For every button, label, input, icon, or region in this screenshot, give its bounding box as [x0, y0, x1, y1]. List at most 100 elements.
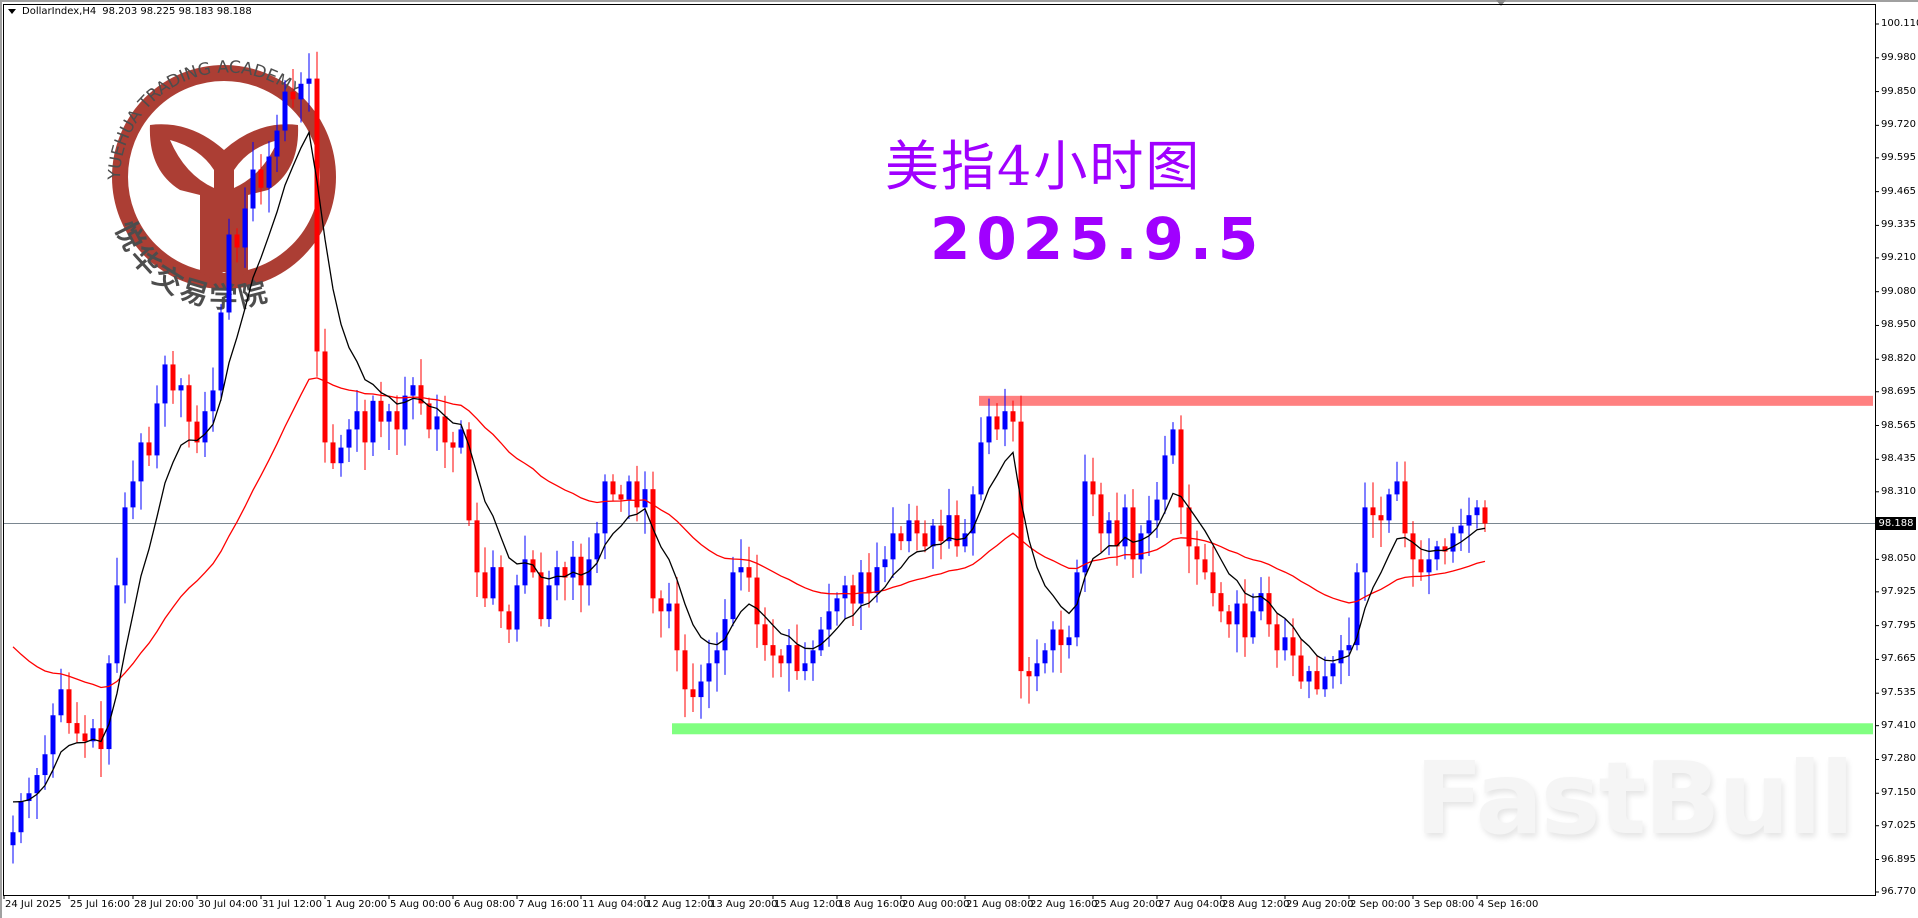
- candle-body: [1370, 507, 1376, 516]
- candle: [1266, 576, 1272, 637]
- candle-body: [42, 754, 48, 776]
- candle: [106, 655, 112, 765]
- candle: [506, 604, 512, 644]
- candle: [1434, 540, 1440, 571]
- candle-body: [178, 385, 184, 391]
- candle-body: [314, 78, 320, 352]
- candle: [1290, 618, 1296, 677]
- candle-body: [658, 598, 664, 612]
- candle: [1058, 610, 1064, 673]
- candle-body: [970, 494, 976, 534]
- candle: [434, 394, 440, 451]
- candle-body: [1418, 559, 1424, 573]
- candle: [1106, 512, 1112, 556]
- candle-body: [474, 520, 480, 573]
- candle: [866, 553, 872, 608]
- candle-body: [338, 447, 344, 464]
- candle: [442, 395, 448, 468]
- candle: [154, 385, 160, 469]
- candle: [610, 474, 616, 502]
- candle: [1250, 593, 1256, 644]
- x-tick-label: 25 Jul 16:00: [70, 899, 130, 910]
- candle-body: [674, 603, 680, 651]
- fast-moving-average-line: [12, 130, 1486, 803]
- candle: [930, 518, 936, 569]
- candle-body: [1098, 494, 1104, 534]
- resistance-zone: [979, 395, 1873, 406]
- candle-body: [562, 567, 568, 578]
- fastbull-watermark: FastBull: [1415, 740, 1854, 857]
- candle-body: [834, 598, 840, 612]
- y-tick-label: 98.435: [1881, 453, 1916, 465]
- y-tick-label: 97.535: [1881, 687, 1916, 699]
- candle: [146, 426, 152, 467]
- candle: [98, 701, 104, 777]
- candle-body: [298, 83, 304, 100]
- candle-body: [394, 411, 400, 430]
- chart-annotation-title: 美指4小时图: [885, 135, 1202, 198]
- dropdown-triangle-icon[interactable]: [8, 9, 16, 14]
- candle: [570, 540, 576, 601]
- candle: [1338, 634, 1344, 685]
- candle-body: [914, 520, 920, 534]
- candle-body: [778, 655, 784, 664]
- candle: [1066, 625, 1072, 659]
- candle-body: [1010, 411, 1016, 422]
- candle: [850, 574, 856, 627]
- ohlc-readout: 98.203 98.225 98.183 98.188: [102, 6, 252, 17]
- candle-body: [1226, 611, 1232, 625]
- candle-body: [898, 533, 904, 542]
- candle-body: [954, 515, 960, 547]
- candle-body: [138, 442, 144, 482]
- candle-body: [74, 723, 80, 734]
- candle-body: [266, 156, 272, 188]
- candle-body: [594, 533, 600, 560]
- x-tick-label: 24 Jul 2025: [5, 899, 62, 910]
- candle: [642, 471, 648, 534]
- candle: [882, 546, 888, 583]
- candle-body: [1154, 499, 1160, 521]
- candle-body: [1178, 429, 1184, 508]
- candle-body: [754, 577, 760, 625]
- logo-chinese-text: 悦华交易学院: [109, 216, 271, 314]
- candle: [890, 507, 896, 578]
- candle: [482, 547, 488, 607]
- candle-body: [194, 421, 200, 443]
- candle-body: [946, 515, 952, 542]
- y-tick-label: 99.980: [1881, 51, 1916, 63]
- candle-body: [26, 793, 32, 802]
- candle-body: [90, 728, 96, 742]
- y-tick-label: 97.280: [1881, 753, 1916, 765]
- candle-body: [1194, 546, 1200, 560]
- x-tick-label: 28 Jul 20:00: [134, 899, 194, 910]
- x-tick-label: 5 Aug 00:00: [390, 899, 452, 910]
- x-tick-label: 25 Aug 20:00: [1094, 899, 1162, 910]
- chart-shift-marker-icon[interactable]: [1496, 0, 1506, 6]
- candle-body: [10, 832, 16, 846]
- candle-body: [114, 585, 120, 664]
- candle-body: [610, 481, 616, 495]
- candle-body: [418, 385, 424, 404]
- y-tick-label: 98.820: [1881, 353, 1916, 365]
- candle: [90, 718, 96, 748]
- candle-body: [978, 442, 984, 495]
- candle-body: [146, 442, 152, 456]
- candle-body: [1474, 507, 1480, 516]
- candle: [626, 475, 632, 519]
- candle-body: [434, 416, 440, 430]
- candle: [618, 484, 624, 512]
- candle: [730, 556, 736, 627]
- candle: [978, 417, 984, 501]
- candle-body: [1314, 671, 1320, 690]
- y-tick-label: 97.665: [1881, 653, 1916, 665]
- candle: [242, 187, 248, 268]
- svg-text:悦华交易学院: 悦华交易学院: [109, 216, 275, 314]
- candle-body: [802, 663, 808, 672]
- candle: [698, 664, 704, 719]
- x-tick-label: 12 Aug 12:00: [646, 899, 714, 910]
- candle: [1162, 435, 1168, 514]
- chart-annotation-date: 2025.9.5: [930, 205, 1265, 273]
- candle-body: [162, 364, 168, 404]
- candle: [66, 672, 72, 734]
